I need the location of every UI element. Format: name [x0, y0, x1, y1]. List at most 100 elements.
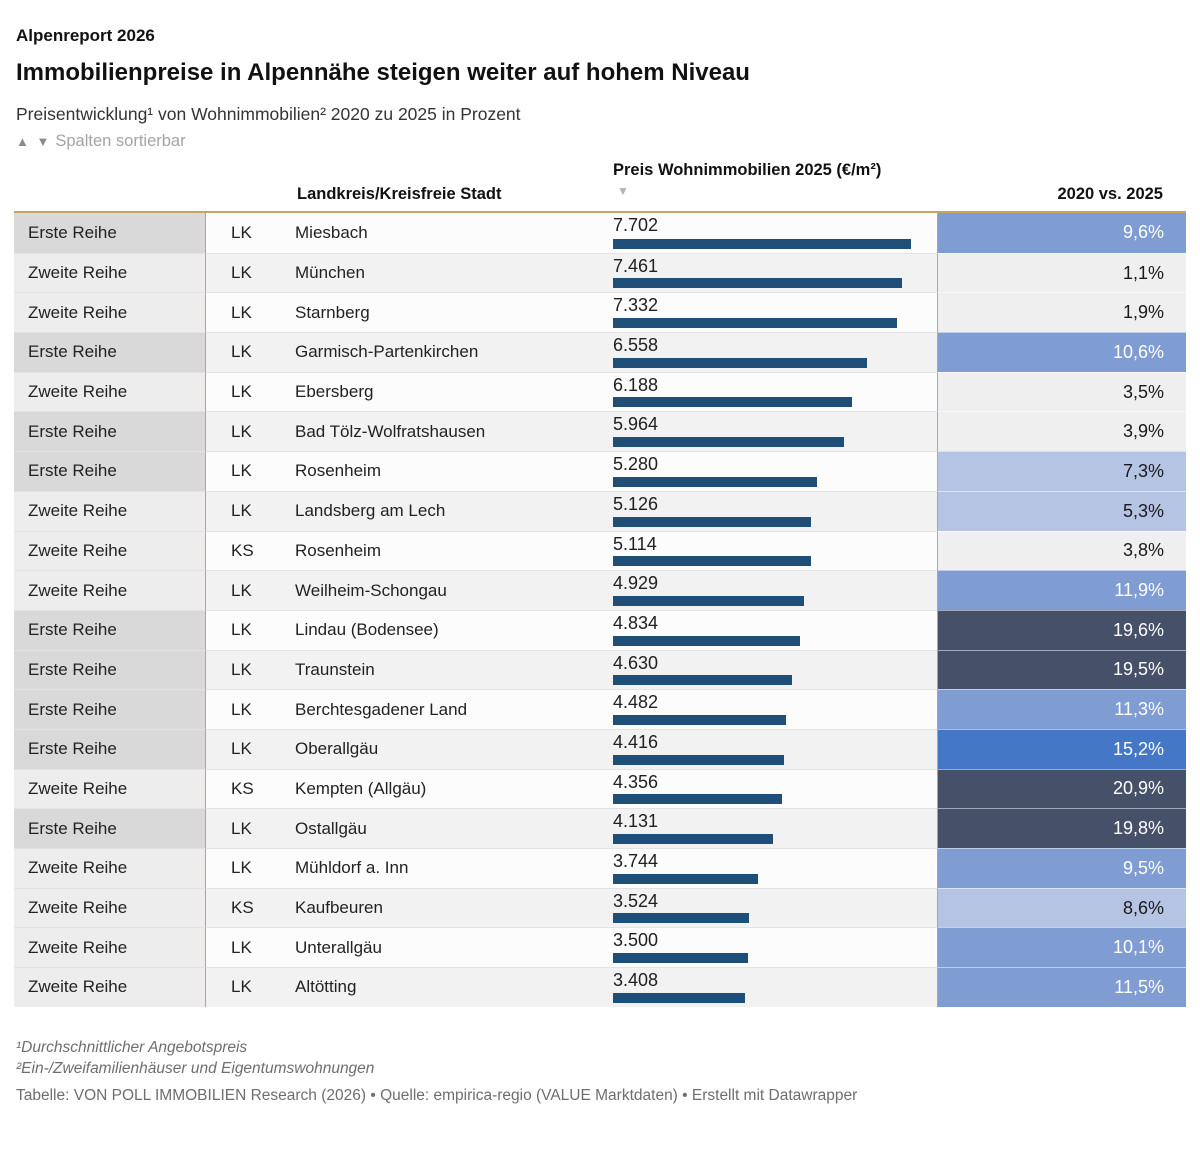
table-row: Zweite Reihe LK Altötting 3.408 11,5%: [14, 967, 1186, 1007]
table-body: Erste Reihe LK Miesbach 7.702 9,6% Zweit…: [14, 211, 1186, 1007]
change-cell: 11,3%: [937, 689, 1186, 729]
column-header-price[interactable]: Preis Wohnimmobilien 2025 (€/m²): [613, 161, 882, 179]
price-cell: 5.964: [601, 411, 937, 452]
district-type-cell: LK: [205, 689, 295, 729]
price-bar: [613, 278, 902, 289]
change-cell: 8,6%: [937, 887, 1186, 928]
price-value: 4.834: [613, 612, 659, 633]
price-value: 3.408: [613, 970, 659, 991]
category-cell: Zweite Reihe: [14, 570, 205, 610]
district-type-cell: LK: [205, 728, 295, 769]
change-cell: 9,6%: [937, 213, 1186, 253]
district-type-cell: LK: [205, 213, 295, 253]
district-type-cell: LK: [205, 649, 295, 690]
category-cell: Erste Reihe: [14, 808, 205, 848]
district-type-cell: KS: [205, 530, 295, 571]
table-row: Zweite Reihe KS Kempten (Allgäu) 4.356 2…: [14, 768, 1186, 809]
district-name-cell: Ebersberg: [295, 371, 601, 412]
table-row: Zweite Reihe LK Landsberg am Lech 5.126 …: [14, 490, 1186, 531]
price-value: 6.188: [613, 374, 659, 395]
district-type-cell: LK: [205, 570, 295, 610]
price-bar: [613, 595, 804, 606]
district-name-cell: Garmisch-Partenkirchen: [295, 332, 601, 372]
table-row: Zweite Reihe LK Starnberg 7.332 1,9%: [14, 292, 1186, 333]
table-row: Zweite Reihe KS Kaufbeuren 3.524 8,6%: [14, 887, 1186, 928]
district-name-cell: Mühldorf a. Inn: [295, 848, 601, 888]
district-type-cell: LK: [205, 927, 295, 968]
category-cell: Zweite Reihe: [14, 887, 205, 928]
change-cell: 20,9%: [937, 768, 1186, 809]
district-type-cell: LK: [205, 808, 295, 848]
table-row: Erste Reihe LK Bad Tölz-Wolfratshausen 5…: [14, 411, 1186, 452]
district-name-cell: Unterallgäu: [295, 927, 601, 968]
district-name-cell: Kempten (Allgäu): [295, 768, 601, 809]
district-name-cell: Weilheim-Schongau: [295, 570, 601, 610]
change-cell: 3,5%: [937, 371, 1186, 412]
table-row: Zweite Reihe LK Unterallgäu 3.500 10,1%: [14, 927, 1186, 968]
change-cell: 5,3%: [937, 490, 1186, 531]
change-cell: 3,9%: [937, 411, 1186, 452]
price-bar: [613, 675, 792, 686]
category-cell: Zweite Reihe: [14, 530, 205, 571]
price-value: 3.744: [613, 851, 659, 871]
price-bar: [613, 794, 782, 805]
price-value: 7.461: [613, 255, 659, 276]
district-name-cell: Miesbach: [295, 213, 601, 253]
price-bar: [613, 992, 745, 1003]
footnote-2: ²Ein-/Zweifamilienhäuser und Eigentumswo…: [16, 1059, 375, 1077]
footnote-1: ¹Durchschnittlicher Angebotspreis: [16, 1038, 248, 1056]
price-cell: 4.834: [601, 609, 937, 650]
change-cell: 9,5%: [937, 848, 1186, 888]
district-name-cell: Starnberg: [295, 292, 601, 333]
price-cell: 7.332: [601, 292, 937, 333]
change-cell: 1,1%: [937, 252, 1186, 293]
district-type-cell: LK: [205, 609, 295, 650]
price-bar: [613, 437, 844, 448]
table-row: Erste Reihe LK Berchtesgadener Land 4.48…: [14, 689, 1186, 729]
change-cell: 3,8%: [937, 530, 1186, 571]
change-cell: 11,5%: [937, 967, 1186, 1007]
price-cell: 6.188: [601, 371, 937, 412]
price-bar: [613, 754, 784, 765]
price-value: 4.482: [613, 692, 659, 713]
price-bar: [613, 397, 852, 408]
price-cell: 4.356: [601, 768, 937, 809]
change-cell: 19,8%: [937, 808, 1186, 848]
price-cell: 7.702: [601, 213, 937, 253]
category-cell: Erste Reihe: [14, 332, 205, 372]
column-header-region[interactable]: Landkreis/Kreisfreie Stadt: [297, 185, 502, 203]
price-value: 7.702: [613, 215, 659, 235]
category-cell: Erste Reihe: [14, 728, 205, 769]
change-cell: 19,6%: [937, 609, 1186, 650]
table-row: Zweite Reihe LK Ebersberg 6.188 3,5%: [14, 371, 1186, 412]
table-row: Zweite Reihe LK München 7.461 1,1%: [14, 252, 1186, 293]
table-row: Erste Reihe LK Lindau (Bodensee) 4.834 1…: [14, 609, 1186, 650]
price-cell: 4.482: [601, 689, 937, 729]
price-bar: [613, 714, 786, 725]
column-header-change[interactable]: 2020 vs. 2025: [1057, 185, 1163, 203]
price-value: 4.929: [613, 573, 659, 594]
table-header-row: Landkreis/Kreisfreie Stadt Preis Wohnimm…: [14, 151, 1186, 211]
district-name-cell: Oberallgäu: [295, 728, 601, 769]
price-bar: [613, 873, 758, 884]
price-cell: 5.280: [601, 451, 937, 491]
sort-hint: ▲ ▼ Spalten sortierbar: [16, 132, 1184, 151]
table-row: Erste Reihe LK Ostallgäu 4.131 19,8%: [14, 808, 1186, 848]
chart-subtitle: Preisentwicklung¹ von Wohnimmobilien² 20…: [16, 104, 521, 124]
price-cell: 4.630: [601, 649, 937, 690]
table-row: Zweite Reihe LK Weilheim-Schongau 4.929 …: [14, 570, 1186, 610]
sort-descending-icon[interactable]: ▼: [617, 184, 629, 198]
category-cell: Erste Reihe: [14, 213, 205, 253]
district-name-cell: Kaufbeuren: [295, 887, 601, 928]
price-bar: [613, 635, 800, 646]
table-row: Erste Reihe LK Miesbach 7.702 9,6%: [14, 213, 1186, 253]
price-cell: 5.114: [601, 530, 937, 571]
table-row: Zweite Reihe KS Rosenheim 5.114 3,8%: [14, 530, 1186, 571]
price-value: 6.558: [613, 335, 659, 356]
price-cell: 4.416: [601, 728, 937, 769]
district-name-cell: Lindau (Bodensee): [295, 609, 601, 650]
district-type-cell: LK: [205, 490, 295, 531]
district-name-cell: Altötting: [295, 967, 601, 1007]
price-cell: 4.929: [601, 570, 937, 610]
price-bar: [613, 913, 749, 924]
